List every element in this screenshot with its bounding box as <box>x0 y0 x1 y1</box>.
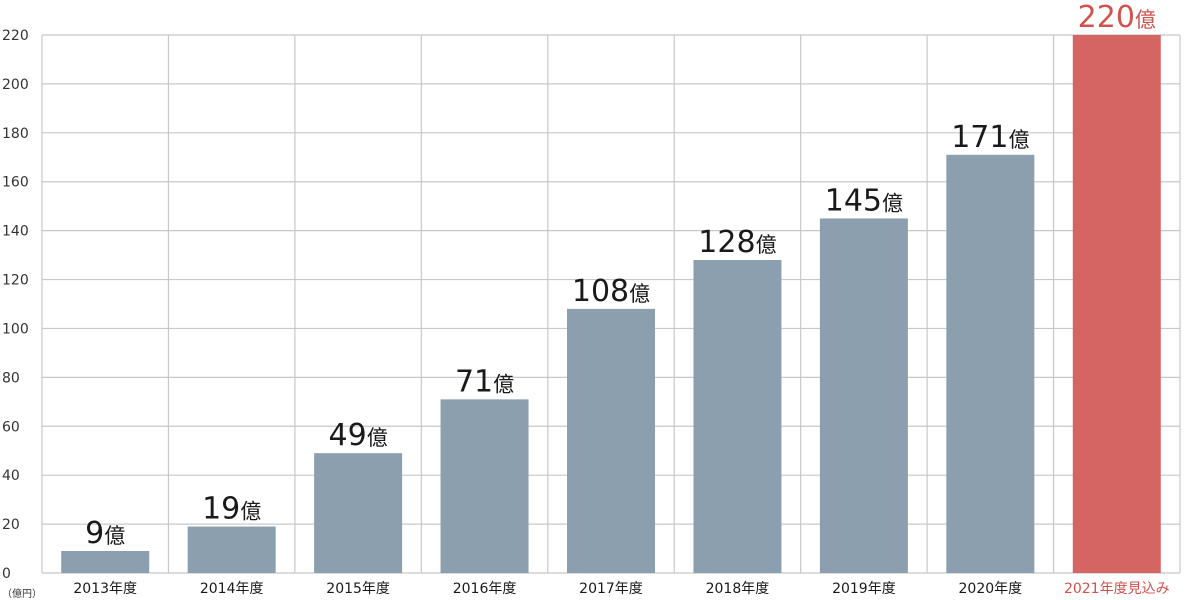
y-tick-label: 20 <box>2 517 20 533</box>
data-label: 220億 <box>1078 0 1156 35</box>
data-label-suffix: 億 <box>367 426 388 450</box>
data-label-value: 128 <box>698 225 755 260</box>
bar <box>187 526 276 573</box>
data-label-value: 9 <box>85 516 104 551</box>
data-label-suffix: 億 <box>240 500 261 524</box>
y-tick-label: 180 <box>2 126 29 142</box>
data-label: 49億 <box>329 418 388 453</box>
data-label-suffix: 億 <box>882 191 903 215</box>
data-label-value: 71 <box>455 364 493 399</box>
data-label-suffix: 億 <box>493 372 514 396</box>
data-label: 128億 <box>698 225 776 260</box>
y-tick-label: 100 <box>2 321 29 337</box>
y-tick-label: 80 <box>2 370 20 386</box>
x-tick-label: 2017年度 <box>579 581 643 597</box>
y-tick-label: 160 <box>2 175 29 191</box>
y-tick-label: 120 <box>2 273 29 289</box>
x-tick-label: 2021年度見込み <box>1064 581 1170 597</box>
y-tick-label: 140 <box>2 224 29 240</box>
bar-layer <box>61 35 1161 573</box>
y-tick-label: 0 <box>2 566 11 582</box>
x-tick-label: 2013年度 <box>73 581 137 597</box>
bar <box>440 399 529 573</box>
x-tick-label: 2015年度 <box>326 581 390 597</box>
data-label-suffix: 億 <box>1008 128 1029 152</box>
data-label: 9億 <box>85 516 125 551</box>
y-tick-label: 60 <box>2 419 20 435</box>
data-label: 71億 <box>455 364 514 399</box>
x-tick-label: 2018年度 <box>706 581 770 597</box>
data-label-value: 145 <box>825 183 882 218</box>
data-label: 19億 <box>202 492 261 527</box>
data-label-value: 220 <box>1078 0 1135 35</box>
x-tick-label: 2020年度 <box>959 581 1023 597</box>
x-tick-label: 2014年度 <box>200 581 264 597</box>
data-label-suffix: 億 <box>104 524 125 548</box>
bar <box>314 453 403 573</box>
data-label: 108億 <box>572 274 650 309</box>
bar <box>819 218 908 573</box>
data-label-value: 171 <box>951 120 1008 155</box>
bar <box>693 259 782 573</box>
y-tick-label: 40 <box>2 468 20 484</box>
data-label-suffix: 億 <box>629 282 650 306</box>
data-label-value: 19 <box>202 492 240 527</box>
bar <box>946 154 1035 573</box>
y-tick-label: 220 <box>2 28 29 44</box>
bar <box>567 308 655 573</box>
data-label-suffix: 億 <box>756 233 777 257</box>
bar <box>1072 35 1161 573</box>
data-label: 145億 <box>825 183 903 218</box>
data-label-value: 49 <box>329 418 367 453</box>
label-layer: 0204060801001201401601802002209億2013年度19… <box>2 0 1170 597</box>
y-tick-label: 200 <box>2 77 29 93</box>
bar <box>61 550 150 573</box>
data-label: 171億 <box>951 120 1029 155</box>
y-axis-unit-label: （億円） <box>2 587 42 600</box>
data-label-value: 108 <box>572 274 629 309</box>
data-label-suffix: 億 <box>1135 8 1156 32</box>
x-tick-label: 2019年度 <box>832 581 896 597</box>
x-tick-label: 2016年度 <box>453 581 517 597</box>
